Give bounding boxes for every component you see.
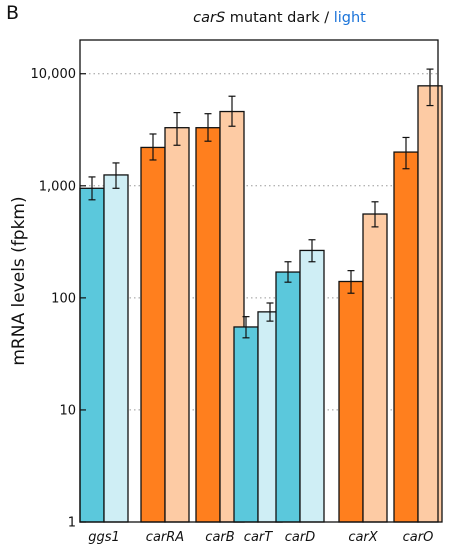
x-tick-label: carT [244,530,273,545]
x-tick-label: carO [403,530,434,545]
bar [338,280,364,523]
y-tick-label: 100 [51,291,76,306]
x-tick-label: carX [348,530,378,545]
panel-label: B [6,2,20,24]
bar [195,127,221,523]
y-tick-label: 10 [59,403,76,418]
bar [164,127,190,523]
bar [362,213,388,523]
bar [79,187,105,523]
y-tick-label: 1,000 [39,179,76,194]
bar [233,326,259,523]
chart-title-gene: carS [193,10,226,26]
chart-title-light: light [333,10,366,26]
plot-frame [79,39,439,523]
chart-title-middle: mutant dark / [225,10,334,26]
bar [140,146,166,523]
y-axis-label: mRNA levels (fpkm) [9,196,29,365]
x-tick-label: ggs1 [88,530,120,545]
x-tick-label: carB [205,530,234,545]
y-tick-label: 10,000 [31,67,77,82]
bar [299,249,325,523]
bar [275,271,301,523]
x-tick-label: carRA [146,530,184,545]
chart-title: carS mutant dark / light [105,10,454,26]
bar [103,174,129,523]
y-tick-label: 1 [68,516,76,531]
x-tick-label: carD [285,530,315,545]
bar [393,151,419,523]
